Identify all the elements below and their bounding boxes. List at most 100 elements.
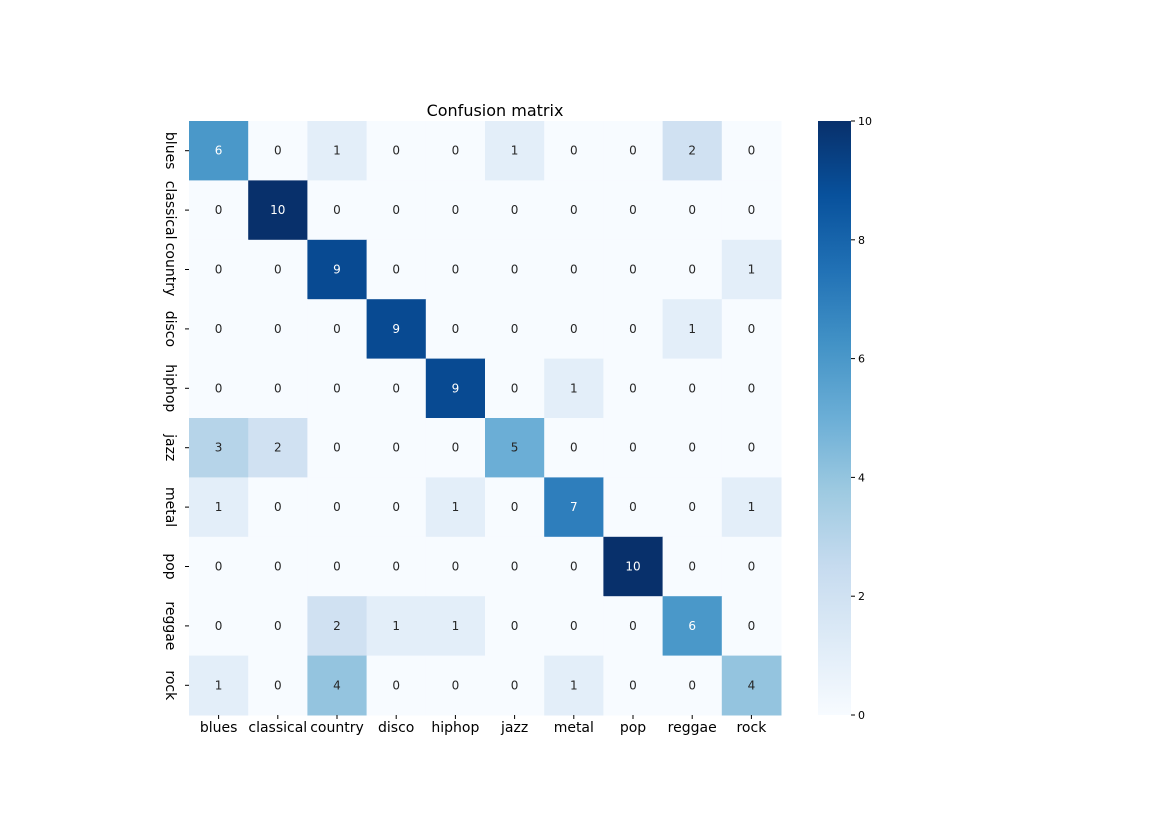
cell-value-label: 1 (688, 322, 696, 336)
cell-value-label: 2 (274, 441, 282, 455)
cell-value-label: 0 (570, 322, 578, 336)
heatmap-cell (425, 180, 486, 241)
heatmap-cell (603, 655, 664, 716)
cell-value-label: 0 (688, 381, 696, 395)
cell-value-label: 2 (333, 619, 341, 633)
cell-value-label: 0 (215, 263, 223, 277)
cell-value-label: 0 (511, 500, 519, 514)
heatmap-cell (189, 536, 249, 597)
colorbar-tick-label: 8 (858, 234, 865, 247)
cell-value-label: 0 (392, 678, 400, 692)
cell-value-label: 0 (333, 203, 341, 217)
heatmap-cell (189, 477, 249, 538)
cell-value-label: 7 (570, 500, 578, 514)
cell-value-label: 0 (392, 203, 400, 217)
heatmap-cell (662, 596, 723, 657)
cell-value-label: 0 (688, 560, 696, 574)
heatmap-cell (544, 477, 604, 538)
cell-value-label: 4 (748, 678, 756, 692)
cell-value-label: 2 (688, 144, 696, 158)
heatmap-cell (307, 596, 368, 657)
heatmap-cell (366, 121, 427, 181)
heatmap-cell (603, 536, 664, 597)
cell-value-label: 9 (392, 322, 400, 336)
heatmap-cell (485, 180, 545, 241)
cell-value-label: 0 (629, 144, 637, 158)
heatmap-cell (485, 299, 545, 360)
heatmap-cell (366, 418, 427, 478)
heatmap-cell (603, 299, 664, 360)
heatmap-cell (721, 358, 782, 419)
cell-value-label: 0 (629, 500, 637, 514)
heatmap-cell (425, 239, 486, 300)
heatmap-cell (425, 655, 486, 716)
cell-value-label: 0 (452, 322, 460, 336)
x-tick-label: classical (248, 720, 307, 736)
heatmap-cell (603, 239, 664, 300)
heatmap-cell (721, 596, 782, 657)
heatmap-cell (662, 121, 723, 181)
cell-value-label: 0 (748, 441, 756, 455)
heatmap-cell (485, 358, 545, 419)
heatmap-cell (485, 121, 545, 181)
cell-value-label: 0 (748, 203, 756, 217)
cell-value-label: 0 (570, 203, 578, 217)
x-axis-ticks: blues classical country disco hiphop jazz meta… (200, 715, 767, 736)
heatmap-cell (366, 477, 427, 538)
heatmap-cell (307, 418, 368, 478)
colorbar-tick-label: 0 (858, 709, 865, 722)
heatmap-cell (425, 536, 486, 597)
cell-value-label: 0 (274, 381, 282, 395)
cell-value-label: 0 (392, 263, 400, 277)
heatmap-cell (662, 299, 723, 360)
heatmap-cell (366, 655, 427, 716)
heatmap-cell (485, 655, 545, 716)
heatmap-cell (425, 596, 486, 657)
cell-value-label: 0 (511, 381, 519, 395)
cell-value-label: 0 (392, 441, 400, 455)
heatmap-cell (485, 477, 545, 538)
heatmap-cell (544, 536, 604, 597)
heatmap-cell (248, 180, 308, 241)
cell-value-label: 0 (748, 144, 756, 158)
cell-value-label: 0 (392, 560, 400, 574)
cell-value-label: 0 (452, 263, 460, 277)
cell-value-label: 1 (452, 500, 460, 514)
cell-value-label: 9 (452, 381, 460, 395)
cell-value-label: 0 (629, 322, 637, 336)
cell-value-label: 0 (570, 619, 578, 633)
cell-value-label: 0 (570, 560, 578, 574)
cell-value-label: 0 (452, 203, 460, 217)
heatmap-cell (721, 418, 782, 478)
colorbar-tick-label: 2 (858, 590, 865, 603)
x-tick-label: jazz (500, 720, 528, 736)
cell-value-label: 1 (748, 500, 756, 514)
heatmap-cell (721, 180, 782, 241)
heatmap-cell (603, 596, 664, 657)
heatmap-cell (544, 655, 604, 716)
x-tick-label: pop (620, 720, 646, 736)
heatmap-cell (544, 121, 604, 181)
chart-title: Confusion matrix (427, 101, 564, 120)
heatmap-cell (366, 536, 427, 597)
cell-value-label: 10 (270, 203, 285, 217)
x-tick-label: metal (554, 720, 594, 736)
cell-value-label: 1 (511, 144, 519, 158)
cell-value-label: 10 (625, 560, 640, 574)
cell-value-label: 1 (333, 144, 341, 158)
cell-value-label: 0 (452, 560, 460, 574)
cell-value-label: 0 (511, 322, 519, 336)
heatmap-cell (248, 477, 308, 538)
y-axis-ticks: blues classical country disco hiphop jazz meta… (162, 132, 189, 701)
heatmap-cell (366, 358, 427, 419)
heatmap-cell (603, 180, 664, 241)
heatmap-cell (366, 180, 427, 241)
heatmap-cell (189, 655, 249, 716)
heatmap-cell (248, 299, 308, 360)
x-tick-label: country (310, 720, 364, 736)
heatmap-cell (307, 536, 368, 597)
cell-value-label: 0 (333, 441, 341, 455)
heatmap-cell (248, 121, 308, 181)
cell-value-label: 0 (629, 381, 637, 395)
cell-value-label: 0 (333, 322, 341, 336)
